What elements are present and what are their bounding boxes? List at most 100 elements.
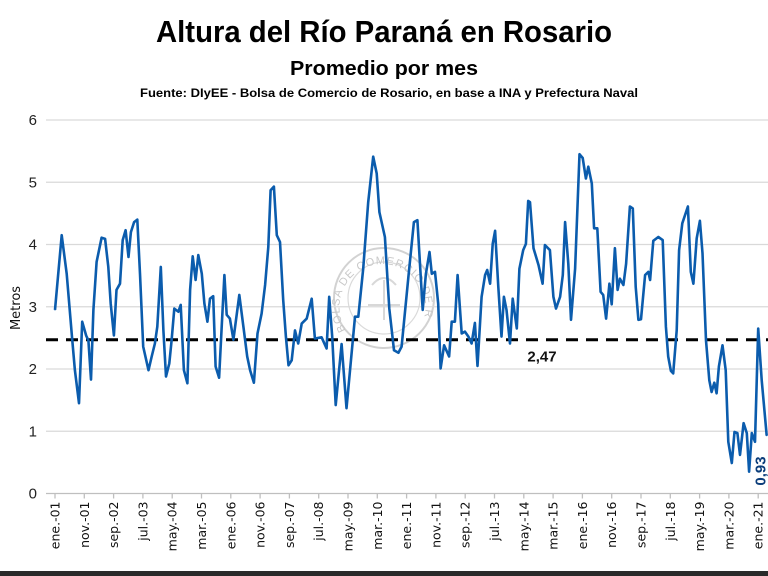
data-point: [238, 294, 240, 296]
data-point: [582, 157, 584, 159]
data-point: [372, 156, 374, 158]
data-point: [139, 273, 141, 275]
x-axis: ene.-01 nov.-01 sep.-02 jul.-03 may.-04 mar.-…: [46, 492, 768, 551]
data-point: [757, 327, 759, 330]
data-point: [705, 339, 707, 341]
data-point: [591, 182, 593, 185]
data-point: [81, 321, 83, 323]
data-point: [107, 266, 109, 268]
data-point: [122, 239, 124, 241]
x-tick-label: ene.-06: [223, 501, 238, 549]
data-point: [461, 332, 463, 335]
data-point: [672, 372, 674, 374]
x-tick-label: may.-14: [516, 501, 531, 551]
data-point: [454, 321, 456, 323]
data-point: [537, 264, 540, 266]
data-point: [492, 243, 494, 245]
data-point: [229, 318, 231, 320]
data-point: [494, 230, 496, 232]
data-point: [567, 263, 569, 265]
data-point: [201, 273, 203, 275]
data-point: [314, 337, 316, 340]
data-point: [180, 304, 182, 306]
data-point: [376, 172, 378, 175]
data-point: [341, 343, 343, 345]
y-axis-label: Metros: [9, 286, 24, 330]
data-point: [209, 298, 211, 300]
x-tick-label: may.-09: [341, 501, 356, 551]
data-point: [425, 273, 427, 275]
x-tick-label: sep.-17: [634, 502, 649, 549]
data-point: [378, 211, 380, 213]
data-point: [484, 274, 486, 276]
data-point: [92, 309, 94, 311]
data-point: [467, 336, 469, 338]
data-point: [301, 323, 303, 325]
data-point: [136, 219, 138, 221]
y-tick-label: 4: [29, 237, 37, 254]
data-point: [285, 336, 287, 338]
data-point: [160, 266, 162, 268]
data-point: [476, 365, 479, 367]
data-point: [242, 326, 244, 328]
data-point: [522, 249, 524, 251]
data-point: [696, 237, 698, 239]
data-point: [718, 365, 720, 368]
data-point: [555, 308, 557, 310]
data-point: [649, 279, 651, 281]
data-point: [690, 271, 692, 273]
data-point: [345, 407, 348, 409]
data-point: [85, 334, 87, 336]
data-point: [195, 279, 197, 281]
reference-line-label: 2,47: [527, 349, 556, 366]
data-point: [282, 299, 284, 301]
data-point: [748, 471, 750, 473]
y-tick-label: 6: [29, 112, 37, 129]
data-point: [486, 269, 488, 271]
data-point: [481, 296, 483, 298]
data-point: [529, 201, 531, 203]
data-point: [388, 308, 390, 310]
y-tick-label: 5: [29, 174, 37, 191]
data-point: [687, 205, 689, 208]
data-point: [253, 382, 255, 384]
data-point: [721, 344, 724, 346]
x-tick-label: nov.-06: [253, 501, 268, 547]
data-point: [527, 200, 529, 202]
data-point: [407, 276, 409, 278]
x-tick-label: ene.-16: [575, 501, 590, 549]
data-point: [713, 382, 715, 384]
data-point: [71, 332, 73, 335]
data-point: [270, 189, 272, 191]
data-point: [223, 274, 225, 276]
data-point: [321, 336, 323, 338]
data-point: [197, 254, 199, 256]
data-point: [716, 392, 718, 394]
data-point: [328, 296, 330, 298]
data-point: [637, 319, 640, 321]
data-point: [165, 375, 167, 378]
x-tick-label: jul.-08: [311, 501, 326, 541]
data-point: [500, 336, 503, 338]
data-point: [549, 249, 551, 251]
data-point: [505, 309, 508, 311]
data-point: [701, 252, 704, 254]
data-point: [261, 313, 263, 315]
data-point: [608, 283, 611, 285]
bottom-border: [0, 571, 768, 576]
data-point: [708, 379, 710, 381]
data-point: [428, 251, 431, 253]
data-point: [532, 247, 535, 249]
data-point: [212, 295, 214, 297]
data-point: [104, 238, 106, 240]
data-point: [474, 322, 476, 324]
data-point: [74, 369, 76, 371]
data-point: [516, 327, 518, 330]
x-tick-label: jul.-13: [487, 502, 502, 542]
data-point: [665, 326, 667, 328]
data-point: [602, 294, 604, 296]
chart-source: Fuente: DIyEE - Bolsa de Comercio de Ros…: [140, 88, 638, 100]
data-point: [617, 289, 619, 291]
x-tick-label: jul.-18: [663, 501, 678, 541]
data-point: [431, 273, 433, 275]
